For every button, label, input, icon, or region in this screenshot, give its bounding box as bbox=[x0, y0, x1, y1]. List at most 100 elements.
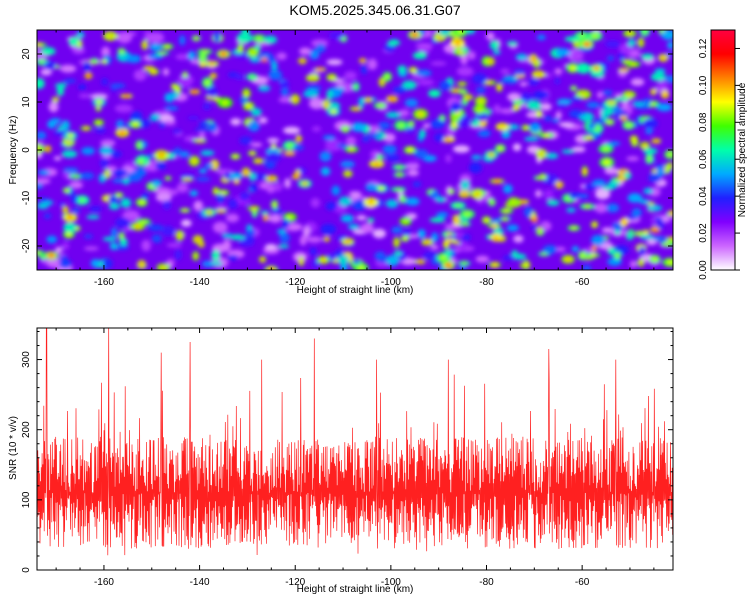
heatmap-cell bbox=[653, 169, 658, 173]
heatmap-cell bbox=[331, 185, 341, 196]
heatmap-cell bbox=[543, 132, 550, 139]
heatmap-cell bbox=[239, 97, 248, 103]
heatmap-cell bbox=[282, 126, 301, 135]
heatmap-cell bbox=[358, 266, 364, 270]
heatmap-cell bbox=[631, 207, 642, 218]
heatmap-cell bbox=[417, 111, 424, 117]
heatmap-cell bbox=[417, 229, 426, 239]
heatmap-cell bbox=[160, 266, 167, 270]
heatmap-cell bbox=[449, 189, 454, 194]
heatmap-cell bbox=[120, 198, 132, 208]
heatmap-cell bbox=[210, 73, 216, 78]
heatmap-cell bbox=[296, 137, 301, 141]
heatmap-cell bbox=[90, 259, 101, 268]
heatmap-cell bbox=[189, 190, 198, 197]
heatmap-hotspot bbox=[594, 66, 599, 71]
heatmap-cell bbox=[502, 184, 513, 194]
heatmap-cell bbox=[96, 121, 101, 125]
heatmap-cell bbox=[334, 258, 338, 263]
heatmap-cell bbox=[299, 47, 312, 56]
heatmap-cell bbox=[396, 172, 403, 178]
heatmap-cell bbox=[630, 78, 645, 86]
heatmap-cell bbox=[345, 136, 357, 146]
heatmap-cell bbox=[618, 176, 625, 182]
heatmap-cell bbox=[282, 219, 290, 229]
heatmap-cells bbox=[37, 30, 673, 270]
heatmap-cell bbox=[229, 234, 246, 241]
heatmap-cell bbox=[368, 132, 384, 138]
heatmap-cell bbox=[511, 250, 518, 258]
heatmap-cell bbox=[640, 234, 655, 240]
heatmap-cell bbox=[617, 52, 625, 60]
heatmap-cell bbox=[268, 70, 283, 81]
heatmap-cell bbox=[512, 143, 522, 152]
heatmap-cell bbox=[250, 142, 263, 148]
heatmap-cell bbox=[263, 35, 278, 44]
heatmap-cell bbox=[625, 123, 633, 127]
heatmap-cell bbox=[454, 217, 459, 223]
heatmap-cell bbox=[460, 47, 470, 52]
heatmap-cell bbox=[250, 74, 254, 79]
heatmap-cell bbox=[456, 66, 474, 77]
heatmap-cell bbox=[92, 58, 97, 63]
heatmap-cell bbox=[277, 244, 290, 249]
heatmap-cell bbox=[637, 41, 644, 44]
heatmap-cell bbox=[576, 62, 591, 74]
heatmap-cell bbox=[311, 125, 322, 133]
heatmap-cell bbox=[374, 251, 386, 261]
heatmap-cell bbox=[586, 101, 600, 109]
heatmap-cell bbox=[238, 47, 243, 51]
heatmap-cell bbox=[434, 196, 447, 203]
heatmap-cell bbox=[75, 31, 85, 39]
heatmap-cell bbox=[133, 69, 147, 81]
heatmap-cell bbox=[39, 255, 46, 259]
heatmap-cell bbox=[397, 65, 407, 73]
heatmap-cell bbox=[155, 192, 172, 202]
heatmap-cell bbox=[385, 199, 399, 209]
heatmap-cell bbox=[631, 136, 637, 141]
heatmap-cell bbox=[194, 127, 210, 133]
heatmap-cell bbox=[80, 172, 95, 180]
heatmap-cell bbox=[568, 110, 583, 118]
heatmap-cell bbox=[151, 179, 162, 187]
heatmap-cell bbox=[453, 30, 468, 38]
heatmap-hotspot bbox=[302, 181, 308, 186]
heatmap-cell bbox=[161, 225, 175, 237]
heatmap-cell bbox=[132, 122, 139, 126]
heatmap-cell bbox=[182, 72, 188, 77]
heatmap-cell bbox=[302, 225, 311, 238]
heatmap-cell bbox=[315, 43, 326, 53]
heatmap-cell bbox=[261, 57, 268, 63]
heatmap-panel: -160 -140 -120 -100 -80 -60 20 10 0 -10 -20 Heigh… bbox=[8, 29, 674, 296]
heatmap-cell bbox=[352, 259, 361, 264]
heatmap-cell bbox=[377, 103, 383, 108]
heatmap-cell bbox=[46, 235, 58, 244]
heatmap-cell bbox=[206, 86, 218, 97]
heatmap-cell bbox=[643, 187, 654, 195]
heatmap-cell bbox=[37, 250, 45, 256]
heatmap-cell bbox=[219, 209, 223, 213]
heatmap-cell bbox=[408, 234, 419, 239]
heatmap-cell bbox=[554, 68, 563, 75]
heatmap-cell bbox=[524, 136, 540, 142]
heatmap-cell bbox=[451, 122, 458, 128]
heatmap-cell bbox=[187, 50, 196, 61]
heatmap-cell bbox=[328, 75, 336, 80]
heatmap-cell bbox=[160, 51, 164, 56]
heatmap-cell bbox=[491, 219, 500, 224]
heatmap-cell bbox=[108, 195, 118, 204]
heatmap-cell bbox=[311, 258, 319, 269]
heatmap-cell bbox=[164, 92, 175, 103]
heatmap-cell bbox=[344, 70, 357, 81]
heatmap-cell bbox=[306, 85, 322, 91]
heatmap-cell bbox=[454, 203, 462, 208]
heatmap-cell bbox=[193, 35, 200, 41]
heatmap-cell bbox=[491, 262, 499, 268]
heatmap-cell bbox=[198, 121, 212, 127]
heatmap-cell bbox=[433, 132, 445, 142]
heatmap-cell bbox=[119, 238, 128, 246]
heatmap-cell bbox=[361, 136, 370, 142]
heatmap-cell bbox=[501, 129, 511, 139]
heatmap-cell bbox=[226, 172, 243, 180]
heatmap-cell bbox=[621, 115, 626, 121]
